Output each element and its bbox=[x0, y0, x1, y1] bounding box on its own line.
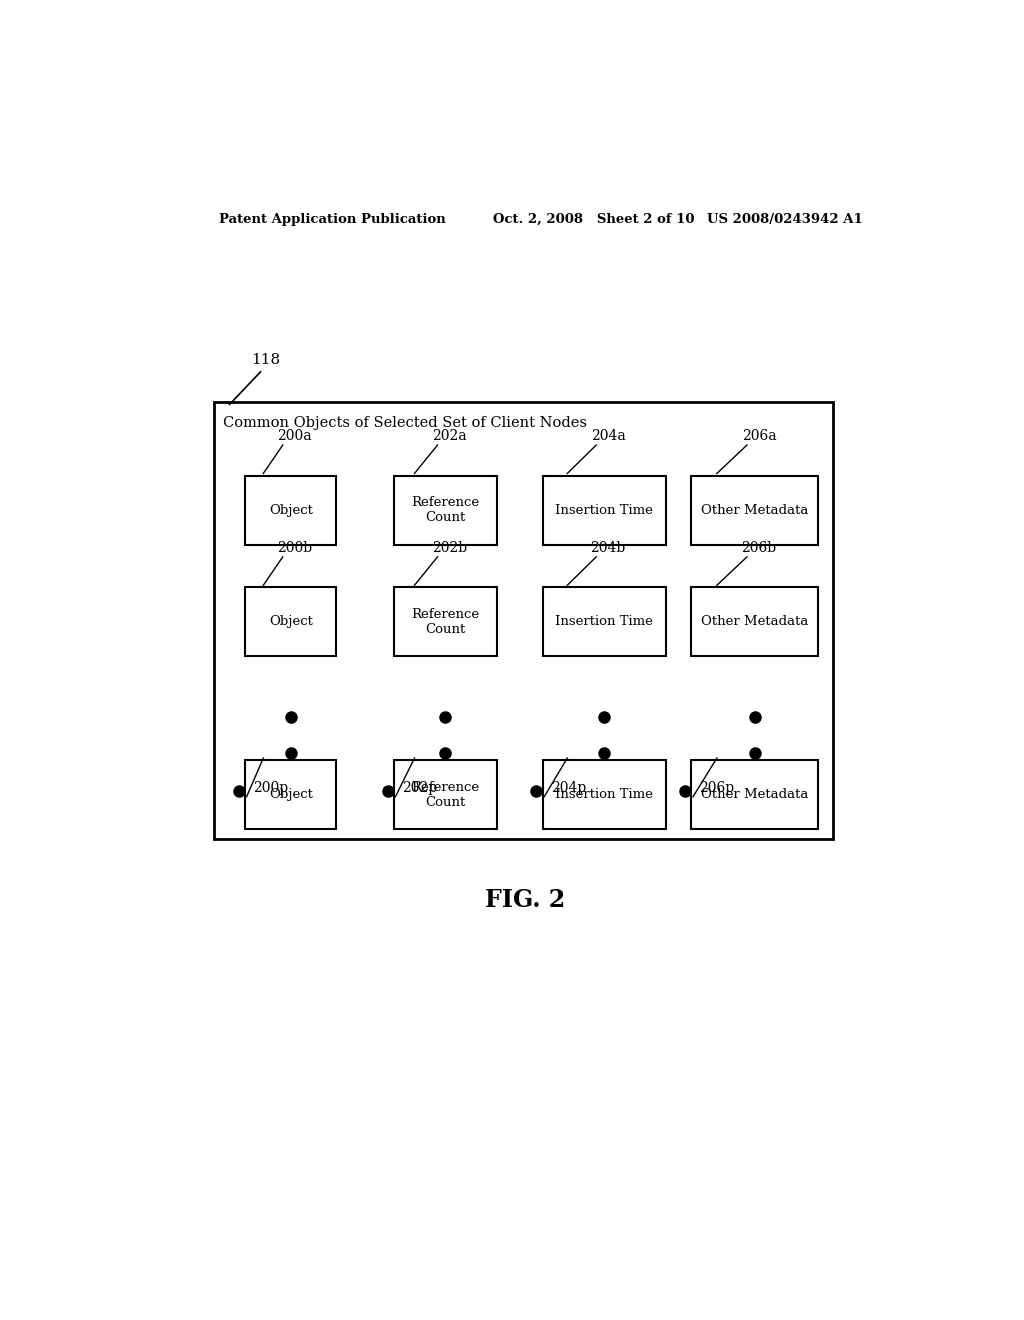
Bar bbox=[394, 475, 497, 545]
Text: US 2008/0243942 A1: US 2008/0243942 A1 bbox=[708, 213, 863, 226]
Text: 118: 118 bbox=[251, 352, 281, 367]
Bar bbox=[543, 760, 666, 829]
Text: 206b: 206b bbox=[741, 541, 776, 554]
Bar bbox=[245, 760, 336, 829]
Bar bbox=[245, 475, 336, 545]
Text: Other Metadata: Other Metadata bbox=[701, 615, 809, 628]
Bar bbox=[691, 475, 818, 545]
Text: 202b: 202b bbox=[432, 541, 467, 554]
Text: 204b: 204b bbox=[591, 541, 626, 554]
Text: Insertion Time: Insertion Time bbox=[555, 788, 653, 801]
Text: 206a: 206a bbox=[741, 429, 776, 444]
Bar bbox=[394, 587, 497, 656]
Text: Insertion Time: Insertion Time bbox=[555, 615, 653, 628]
Bar bbox=[214, 403, 833, 840]
Text: Common Objects of Selected Set of Client Nodes: Common Objects of Selected Set of Client… bbox=[223, 416, 587, 430]
Text: 200a: 200a bbox=[278, 429, 312, 444]
Text: 202p: 202p bbox=[401, 780, 437, 795]
Bar bbox=[543, 475, 666, 545]
Text: Object: Object bbox=[268, 503, 312, 516]
Text: 200b: 200b bbox=[278, 541, 312, 554]
Text: Patent Application Publication: Patent Application Publication bbox=[219, 213, 446, 226]
Text: 206p: 206p bbox=[699, 780, 734, 795]
Text: Other Metadata: Other Metadata bbox=[701, 788, 809, 801]
Text: 200p: 200p bbox=[253, 780, 288, 795]
Text: 204p: 204p bbox=[551, 780, 586, 795]
Text: Reference
Count: Reference Count bbox=[412, 609, 479, 636]
Text: Reference
Count: Reference Count bbox=[412, 496, 479, 524]
Bar bbox=[394, 760, 497, 829]
Text: Other Metadata: Other Metadata bbox=[701, 503, 809, 516]
Bar bbox=[245, 587, 336, 656]
Text: Reference
Count: Reference Count bbox=[412, 780, 479, 809]
Text: 202a: 202a bbox=[432, 429, 467, 444]
Text: Oct. 2, 2008   Sheet 2 of 10: Oct. 2, 2008 Sheet 2 of 10 bbox=[494, 213, 694, 226]
Bar bbox=[543, 587, 666, 656]
Text: Object: Object bbox=[268, 788, 312, 801]
Text: 204a: 204a bbox=[591, 429, 626, 444]
Text: Object: Object bbox=[268, 615, 312, 628]
Text: FIG. 2: FIG. 2 bbox=[484, 888, 565, 912]
Bar bbox=[691, 587, 818, 656]
Bar bbox=[691, 760, 818, 829]
Text: Insertion Time: Insertion Time bbox=[555, 503, 653, 516]
